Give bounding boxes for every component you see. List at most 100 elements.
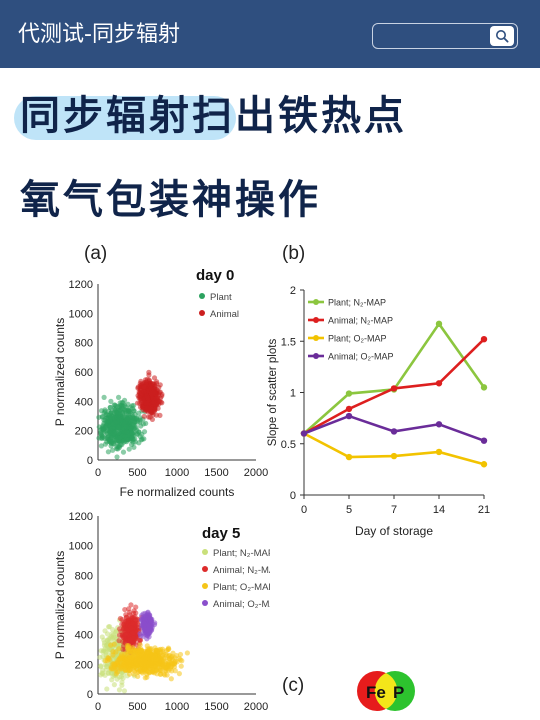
scatter-point bbox=[171, 661, 177, 667]
x-axis-label: Day of storage bbox=[355, 524, 433, 538]
scatter-point bbox=[165, 645, 172, 651]
scatter-point bbox=[131, 671, 137, 677]
scatter-point bbox=[106, 655, 112, 661]
scatter-point bbox=[159, 393, 165, 399]
series-point bbox=[300, 430, 308, 437]
chart-title: day 5 bbox=[202, 525, 240, 542]
scatter-point bbox=[137, 647, 143, 653]
scatter-point bbox=[123, 424, 130, 430]
x-tick-label: 500 bbox=[128, 701, 146, 713]
site-title[interactable]: 代测试-同步辐射 bbox=[18, 22, 180, 47]
fe-p-venn: Fe P bbox=[357, 671, 415, 711]
scatter-point bbox=[104, 686, 110, 692]
series-point bbox=[345, 390, 353, 397]
y-tick-label: 1 bbox=[290, 388, 296, 400]
scatter-point bbox=[165, 663, 171, 669]
x-tick-label: 1000 bbox=[165, 467, 189, 479]
scatter-point bbox=[158, 646, 164, 652]
scatter-point bbox=[118, 441, 124, 448]
x-tick-label: 21 bbox=[478, 504, 490, 516]
scatter-point bbox=[102, 645, 108, 652]
x-tick-label: 14 bbox=[433, 504, 445, 516]
scatter-point bbox=[110, 421, 116, 427]
series-point bbox=[435, 448, 443, 456]
legend-label: Animal; O₂-MAP bbox=[328, 352, 394, 362]
scatter-point bbox=[113, 403, 119, 409]
scatter-point bbox=[137, 631, 143, 637]
scatter-point bbox=[114, 437, 120, 443]
y-tick-label: 1000 bbox=[69, 541, 93, 553]
y-tick-label: 0 bbox=[87, 455, 93, 467]
series-point bbox=[480, 461, 488, 468]
scatter-point bbox=[101, 637, 107, 643]
scatter-point bbox=[177, 657, 184, 663]
headline-line-2: 氧气包装神操作 bbox=[20, 177, 321, 223]
y-tick-label: 1200 bbox=[69, 279, 93, 291]
scatter-point bbox=[123, 660, 129, 666]
scatter-point bbox=[122, 666, 128, 672]
scatter-point bbox=[151, 375, 158, 381]
scatter-point bbox=[152, 407, 158, 413]
search-icon bbox=[496, 30, 509, 43]
scatter-point bbox=[130, 653, 137, 660]
scatter-point bbox=[144, 674, 150, 680]
search-box[interactable] bbox=[372, 23, 518, 49]
scatter-point bbox=[116, 632, 123, 638]
fe-label: Fe bbox=[366, 683, 386, 702]
scatter-point bbox=[123, 407, 129, 413]
scatter-point bbox=[146, 663, 152, 669]
scatter-point bbox=[141, 413, 147, 419]
scatter-point bbox=[145, 395, 151, 401]
scatter-point bbox=[101, 394, 107, 400]
scatter-point bbox=[116, 646, 122, 652]
scatter-point bbox=[149, 416, 156, 423]
y-tick-label: 400 bbox=[75, 630, 93, 642]
legend-marker bbox=[313, 317, 319, 323]
scatter-point bbox=[138, 437, 145, 443]
scatter-point bbox=[145, 610, 151, 616]
scatter-point bbox=[158, 668, 164, 674]
panel-b-label: (b) bbox=[282, 243, 306, 264]
x-tick-label: 0 bbox=[301, 504, 307, 516]
scatter-point bbox=[149, 654, 155, 660]
scatter-point bbox=[146, 623, 152, 629]
top-bar: 代测试-同步辐射 bbox=[0, 0, 540, 68]
x-axis-label: Fe normalized counts bbox=[120, 485, 235, 499]
scatter-point bbox=[127, 661, 134, 667]
scatter-point bbox=[157, 389, 163, 395]
scatter-point bbox=[102, 628, 108, 634]
series-point bbox=[390, 428, 398, 435]
legend-label: Plant; O₂-MAP bbox=[213, 582, 270, 593]
scatter-point bbox=[129, 403, 135, 409]
x-tick-label: 1500 bbox=[204, 701, 228, 713]
legend-label: Plant bbox=[210, 292, 232, 303]
legend-marker bbox=[313, 353, 319, 359]
scatter-point bbox=[162, 672, 168, 678]
scatter-point bbox=[116, 424, 122, 430]
scatter-point bbox=[131, 444, 137, 450]
scatter-point bbox=[119, 402, 125, 408]
y-tick-label: 600 bbox=[75, 600, 93, 612]
scatter-point bbox=[157, 412, 163, 418]
x-tick-label: 7 bbox=[391, 504, 397, 516]
scatter-point bbox=[105, 449, 111, 455]
scatter-point bbox=[119, 660, 125, 666]
scatter-point bbox=[168, 676, 174, 682]
search-button[interactable] bbox=[490, 26, 514, 46]
scatter-point bbox=[145, 627, 151, 633]
scatter-point bbox=[152, 645, 158, 651]
scatter-point bbox=[143, 400, 149, 406]
scatter-point bbox=[122, 434, 128, 440]
scatter-point bbox=[142, 616, 148, 622]
scatter-point bbox=[136, 652, 142, 658]
y-tick-label: 0.5 bbox=[281, 439, 296, 451]
y-tick-label: 1000 bbox=[69, 308, 93, 320]
scatter-point bbox=[119, 682, 125, 688]
scatter-point bbox=[128, 625, 134, 631]
scatter-point bbox=[146, 372, 152, 378]
x-tick-label: 0 bbox=[95, 701, 101, 713]
legend-marker bbox=[202, 549, 208, 555]
scatter-point bbox=[96, 414, 102, 420]
scatter-point bbox=[117, 615, 124, 622]
legend-label: Animal; N₂-MAP bbox=[213, 565, 270, 576]
